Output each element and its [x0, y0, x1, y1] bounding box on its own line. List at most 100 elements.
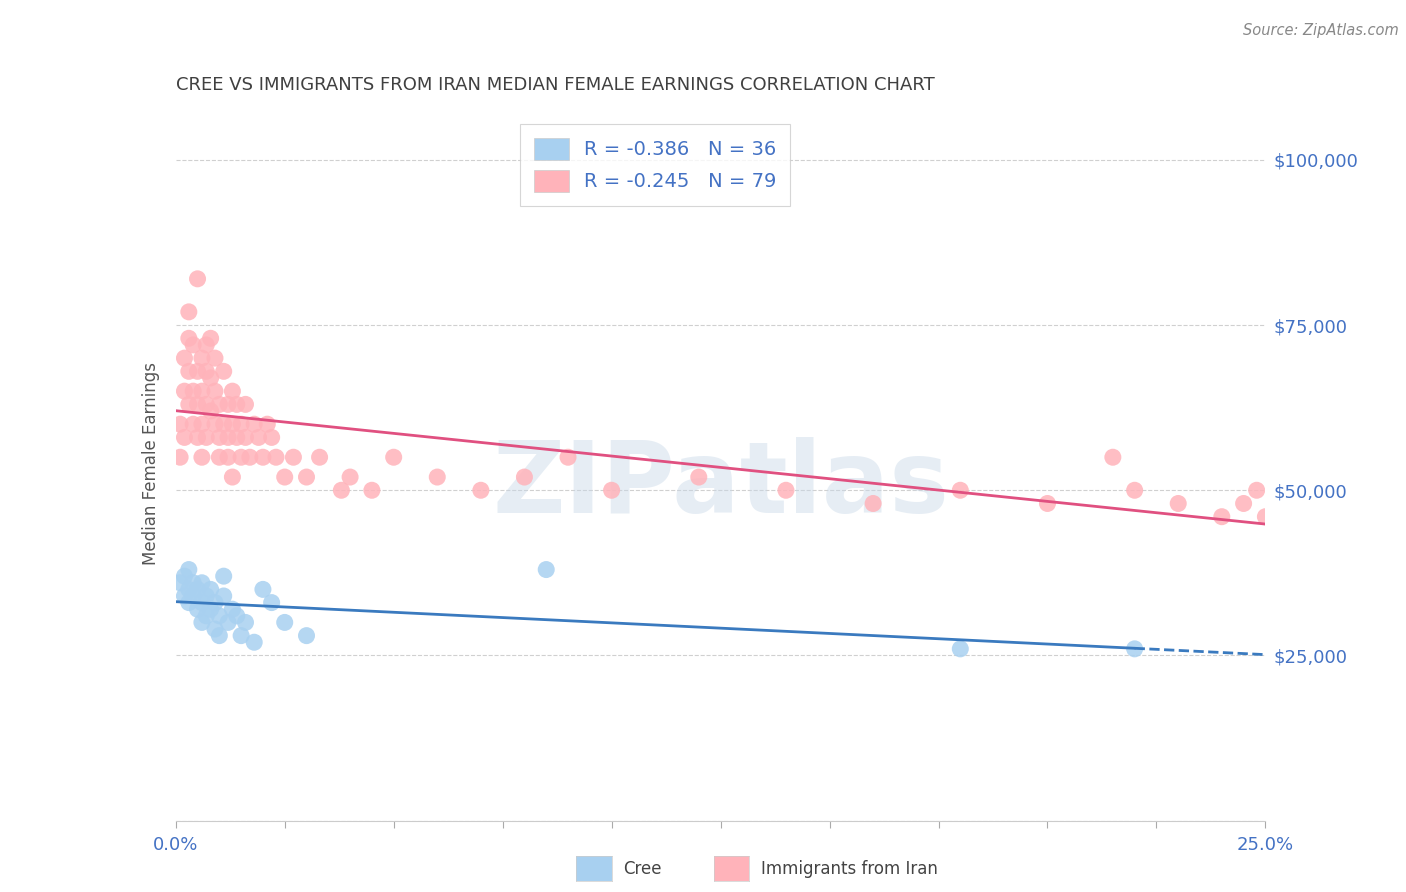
Point	[221, 384, 243, 399]
Point	[225, 397, 247, 411]
Point	[186, 582, 209, 597]
Point	[264, 450, 287, 465]
Point	[235, 430, 257, 444]
Text: Source: ZipAtlas.com: Source: ZipAtlas.com	[1243, 23, 1399, 38]
Point	[177, 596, 200, 610]
Point	[235, 615, 257, 630]
Point	[600, 483, 623, 498]
Point	[191, 384, 214, 399]
Point	[295, 470, 318, 484]
Point	[186, 397, 209, 411]
Point	[775, 483, 797, 498]
Point	[1246, 483, 1268, 498]
Point	[177, 305, 200, 319]
Point	[225, 608, 247, 623]
Point	[1036, 496, 1059, 510]
Point	[534, 563, 557, 577]
Point	[177, 582, 200, 597]
Point	[256, 417, 278, 432]
Point	[513, 470, 536, 484]
Point	[200, 582, 222, 597]
Point	[470, 483, 492, 498]
Point	[173, 589, 195, 603]
Point	[212, 589, 235, 603]
Y-axis label: Median Female Earnings: Median Female Earnings	[142, 362, 160, 566]
Point	[225, 430, 247, 444]
Point	[200, 602, 222, 616]
Point	[208, 629, 231, 643]
Point	[195, 397, 218, 411]
Point	[260, 596, 283, 610]
Point	[212, 569, 235, 583]
Point	[186, 430, 209, 444]
Point	[195, 589, 218, 603]
Point	[231, 417, 253, 432]
Point	[252, 450, 274, 465]
Point	[231, 450, 253, 465]
Point	[208, 397, 231, 411]
Point	[239, 450, 262, 465]
Point	[1123, 483, 1146, 498]
Point	[274, 470, 297, 484]
Point	[173, 384, 195, 399]
Point	[208, 450, 231, 465]
Text: CREE VS IMMIGRANTS FROM IRAN MEDIAN FEMALE EARNINGS CORRELATION CHART: CREE VS IMMIGRANTS FROM IRAN MEDIAN FEMA…	[176, 77, 935, 95]
Point	[186, 364, 209, 378]
Point	[949, 483, 972, 498]
Point	[177, 563, 200, 577]
Point	[212, 417, 235, 432]
Point	[208, 608, 231, 623]
Point	[191, 450, 214, 465]
Point	[1102, 450, 1125, 465]
Point	[204, 417, 226, 432]
Point	[195, 364, 218, 378]
Point	[260, 430, 283, 444]
Point	[330, 483, 353, 498]
Point	[235, 397, 257, 411]
Point	[177, 364, 200, 378]
Point	[1167, 496, 1189, 510]
Point	[200, 331, 222, 345]
Text: Cree: Cree	[623, 860, 661, 878]
Point	[221, 602, 243, 616]
Legend: R = -0.386   N = 36, R = -0.245   N = 79: R = -0.386 N = 36, R = -0.245 N = 79	[520, 124, 790, 206]
Point	[231, 629, 253, 643]
Point	[862, 496, 884, 510]
Point	[217, 615, 239, 630]
Point	[195, 338, 218, 352]
Point	[191, 351, 214, 365]
Point	[177, 397, 200, 411]
Point	[204, 351, 226, 365]
Point	[243, 635, 266, 649]
Point	[173, 569, 195, 583]
Point	[243, 417, 266, 432]
Point	[1232, 496, 1256, 510]
Point	[169, 417, 191, 432]
Point	[181, 384, 204, 399]
Point	[186, 602, 209, 616]
Point	[169, 450, 191, 465]
Point	[217, 430, 239, 444]
Point	[217, 397, 239, 411]
Point	[204, 622, 226, 636]
Point	[426, 470, 449, 484]
Point	[557, 450, 579, 465]
Point	[308, 450, 330, 465]
Point	[169, 575, 191, 590]
Text: Immigrants from Iran: Immigrants from Iran	[761, 860, 938, 878]
Point	[360, 483, 382, 498]
Point	[204, 384, 226, 399]
Point	[212, 364, 235, 378]
Point	[191, 575, 214, 590]
Point	[181, 417, 204, 432]
Point	[173, 430, 195, 444]
Point	[191, 615, 214, 630]
Point	[181, 338, 204, 352]
Point	[204, 596, 226, 610]
Point	[1254, 509, 1277, 524]
Point	[295, 629, 318, 643]
Point	[195, 430, 218, 444]
Point	[177, 331, 200, 345]
Point	[252, 582, 274, 597]
Point	[221, 470, 243, 484]
